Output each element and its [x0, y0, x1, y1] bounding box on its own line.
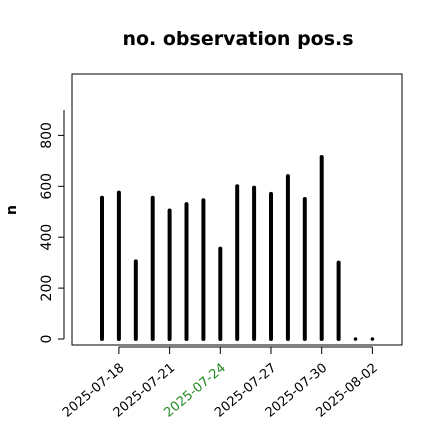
- bar: [370, 337, 375, 341]
- bars-group: [100, 155, 375, 341]
- y-tick-label: 400: [39, 224, 55, 251]
- y-axis: 0 200 400 600 800: [39, 109, 65, 344]
- plot-frame: [71, 73, 403, 346]
- y-tick-label: 0: [39, 335, 55, 344]
- y-tick-label: 600: [39, 173, 55, 200]
- chart-title: no. observation pos.s: [122, 28, 353, 50]
- y-tick-label: 800: [39, 122, 55, 149]
- bar: [353, 337, 358, 341]
- y-axis-label: n: [4, 205, 20, 215]
- x-axis: 2025-07-182025-07-212025-07-242025-07-27…: [60, 346, 381, 421]
- y-tick-label: 200: [39, 275, 55, 302]
